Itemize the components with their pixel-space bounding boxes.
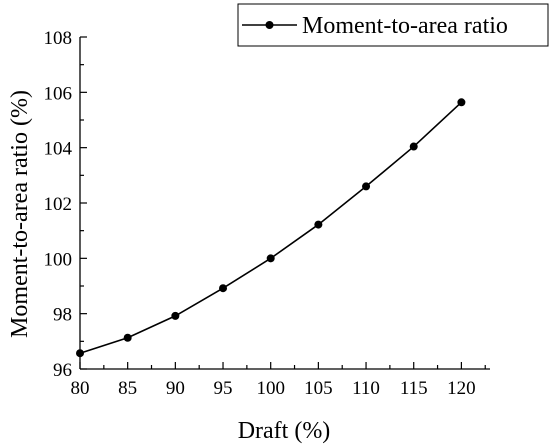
x-tick-label: 115 <box>400 378 428 399</box>
x-tick-label: 85 <box>118 378 137 399</box>
legend-swatch-marker <box>265 21 274 29</box>
data-point <box>171 311 180 320</box>
x-tick-label: 110 <box>352 378 380 399</box>
x-tick-label: 120 <box>447 378 476 399</box>
legend: Moment-to-area ratio <box>237 3 549 47</box>
data-point <box>457 98 466 107</box>
axes <box>79 37 490 370</box>
x-axis-title: Draft (%) <box>238 418 331 444</box>
y-tick-label: 102 <box>44 194 73 215</box>
ticks: 80 85 90 95 100 105 110 115 120 96 98 100 102 104 106 1… <box>44 28 486 399</box>
x-tick-label: 80 <box>71 378 90 399</box>
series-line <box>79 101 462 354</box>
data-point <box>123 333 132 342</box>
series <box>76 98 466 358</box>
y-tick-label: 98 <box>53 305 72 326</box>
y-axis-title: Moment-to-area ratio (%) <box>7 90 33 338</box>
x-tick-label: 95 <box>214 378 233 399</box>
y-tick-label: 100 <box>44 249 73 270</box>
y-tick-label: 96 <box>53 360 72 381</box>
y-tick-label: 108 <box>44 28 73 49</box>
legend-label: Moment-to-area ratio <box>302 13 508 39</box>
data-point <box>314 220 323 229</box>
data-point <box>409 142 418 151</box>
x-tick-label: 100 <box>256 378 285 399</box>
y-tick-label: 104 <box>44 139 73 160</box>
data-point <box>219 284 228 293</box>
y-tick-label: 106 <box>44 83 73 104</box>
x-tick-label: 105 <box>304 378 333 399</box>
data-point <box>362 182 371 191</box>
x-tick-label: 90 <box>166 378 185 399</box>
data-point <box>266 254 275 263</box>
data-point <box>76 349 84 358</box>
